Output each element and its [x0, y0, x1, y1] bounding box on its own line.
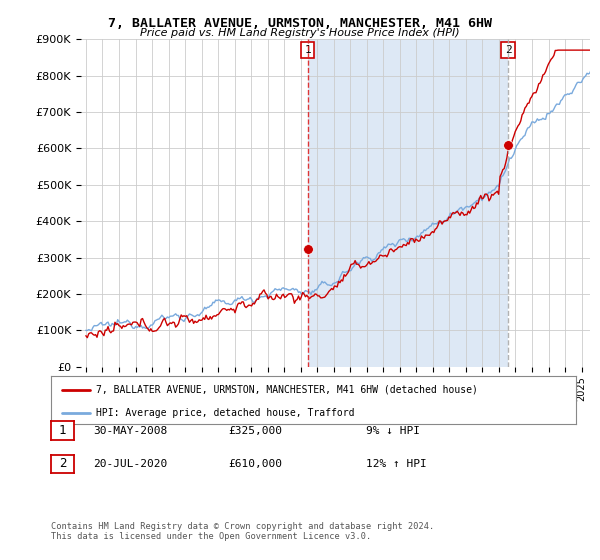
Text: 30-MAY-2008: 30-MAY-2008 — [93, 426, 167, 436]
Bar — [81, 39, 308, 367]
Text: 7, BALLATER AVENUE, URMSTON, MANCHESTER, M41 6HW (detached house): 7, BALLATER AVENUE, URMSTON, MANCHESTER,… — [95, 385, 478, 395]
Bar — [308, 39, 508, 367]
Text: 1: 1 — [59, 424, 66, 437]
Text: 1: 1 — [304, 45, 311, 55]
Text: Contains HM Land Registry data © Crown copyright and database right 2024.
This d: Contains HM Land Registry data © Crown c… — [51, 522, 434, 542]
Text: HPI: Average price, detached house, Trafford: HPI: Average price, detached house, Traf… — [95, 408, 354, 418]
Text: 7, BALLATER AVENUE, URMSTON, MANCHESTER, M41 6HW: 7, BALLATER AVENUE, URMSTON, MANCHESTER,… — [108, 17, 492, 30]
Text: Price paid vs. HM Land Registry's House Price Index (HPI): Price paid vs. HM Land Registry's House … — [140, 28, 460, 38]
Text: £325,000: £325,000 — [228, 426, 282, 436]
Text: 20-JUL-2020: 20-JUL-2020 — [93, 459, 167, 469]
Text: 2: 2 — [505, 45, 511, 55]
Text: £610,000: £610,000 — [228, 459, 282, 469]
Text: 9% ↓ HPI: 9% ↓ HPI — [366, 426, 420, 436]
Text: 2: 2 — [59, 458, 66, 470]
Text: 12% ↑ HPI: 12% ↑ HPI — [366, 459, 427, 469]
Bar — [508, 39, 590, 367]
